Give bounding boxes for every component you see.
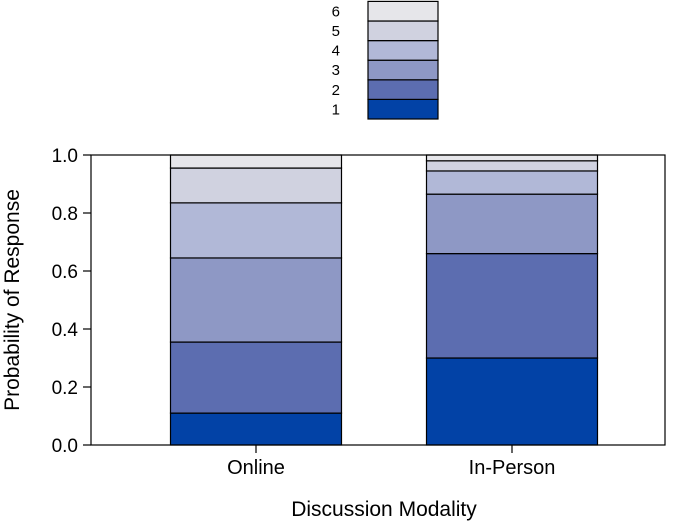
x-tick-label-online: Online — [227, 457, 285, 479]
y-tick-label: 0.6 — [52, 262, 78, 283]
y-tick-label: 0.0 — [52, 436, 78, 457]
bar-segment-online-6 — [169, 154, 343, 169]
legend: 1 2 3 4 5 6 — [332, 0, 439, 120]
bar-segment-in-person-1 — [425, 357, 599, 446]
y-tick-label: 0.4 — [52, 320, 79, 341]
bar-segment-in-person-5 — [425, 160, 599, 172]
y-tick-label: 1.0 — [52, 146, 78, 167]
x-tick-label-in-person: In-Person — [469, 457, 556, 479]
bar-segment-online-4 — [169, 202, 343, 259]
x-axis-title: Discussion Modality — [291, 498, 477, 521]
legend-swatch-1 — [367, 98, 439, 120]
plot-frame — [90, 154, 666, 446]
bars — [169, 154, 599, 446]
legend-swatch-4 — [367, 39, 439, 61]
legend-label-5: 5 — [332, 23, 340, 40]
bar-segment-online-5 — [169, 167, 343, 204]
x-axis: Online In-Person — [227, 445, 555, 479]
legend-label-1: 1 — [332, 101, 340, 118]
legend-swatch-3 — [367, 59, 439, 81]
legend-label-2: 2 — [332, 82, 340, 99]
y-axis-title: Probability of Response — [1, 189, 24, 411]
bar-segment-online-1 — [169, 412, 343, 446]
y-axis: 0.0 0.2 0.4 0.6 0.8 1.0 — [52, 146, 91, 457]
y-tick-label: 0.2 — [52, 378, 78, 399]
legend-label-3: 3 — [332, 62, 340, 79]
legend-swatch-5 — [367, 20, 439, 42]
bar-segment-in-person-6 — [425, 154, 599, 162]
legend-label-6: 6 — [332, 3, 340, 20]
bar-segment-online-2 — [169, 341, 343, 414]
bar-segment-in-person-3 — [425, 193, 599, 255]
bar-segment-in-person-2 — [425, 253, 599, 359]
legend-label-4: 4 — [332, 43, 340, 60]
legend-swatch-6 — [367, 0, 439, 22]
legend-swatch-2 — [367, 79, 439, 101]
y-tick-label: 0.8 — [52, 204, 78, 225]
bar-segment-online-3 — [169, 257, 343, 343]
bar-segment-in-person-4 — [425, 170, 599, 195]
